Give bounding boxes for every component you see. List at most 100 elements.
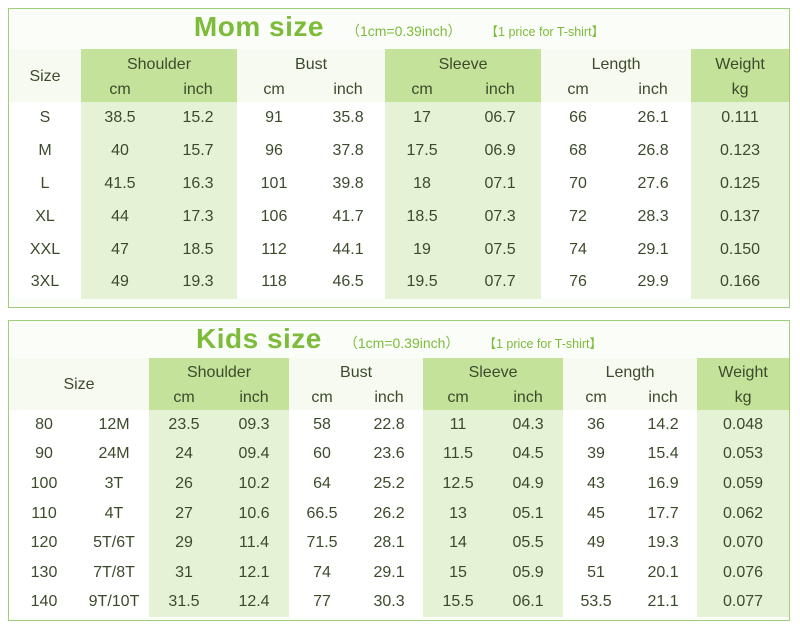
mom-size-table: Size Shoulder Bust Sleeve Length Weight cm inch… <box>9 49 790 299</box>
mom-unit-inch: inch <box>459 77 542 102</box>
kids-bust-header: Bust <box>289 358 424 386</box>
kids-value-cell: 36 <box>563 410 630 440</box>
kids-unit-inch: inch <box>219 386 290 410</box>
kids-value-cell: 30.3 <box>355 587 424 618</box>
mom-title: Mom size <box>193 11 324 42</box>
mom-value-cell: 66 <box>541 102 616 135</box>
mom-value-cell: 16.3 <box>159 167 238 201</box>
kids-price-note: 【1 price for T-shirt】 <box>483 337 602 351</box>
mom-size-cell: L <box>9 167 81 201</box>
mom-value-cell: 106 <box>237 200 312 234</box>
kids-value-cell: 20.1 <box>629 557 698 588</box>
kids-value-cell: 39 <box>563 439 630 470</box>
mom-unit-cm: cm <box>385 77 460 102</box>
mom-value-cell: 18.5 <box>385 200 460 234</box>
kids-size-cell: 9T/10T <box>79 587 149 618</box>
kids-value-cell: 28.1 <box>355 528 424 558</box>
mom-value-cell: 28.3 <box>615 200 692 234</box>
mom-value-cell: 46.5 <box>311 265 386 299</box>
kids-value-cell: 15 <box>423 557 494 588</box>
mom-value-cell: 07.5 <box>459 233 542 266</box>
kids-value-cell: 21.1 <box>629 587 698 618</box>
mom-value-cell: 18 <box>385 167 460 201</box>
mom-unit-kg: kg <box>691 77 790 102</box>
kids-value-cell: 29 <box>149 528 219 558</box>
mom-value-cell: 17 <box>385 102 460 135</box>
mom-sleeve-header: Sleeve <box>385 49 542 77</box>
mom-unit-inch: inch <box>615 77 692 102</box>
mom-value-cell: 49 <box>81 265 159 299</box>
mom-unit-inch: inch <box>159 77 238 102</box>
kids-size-cell: 140 <box>9 587 79 618</box>
mom-value-cell: 76 <box>541 265 616 299</box>
kids-value-cell: 14.2 <box>629 410 698 440</box>
kids-size-header: Size <box>9 358 149 410</box>
table-row: 130 7T/8T 31 12.1 74 29.1 15 05.9 51 20.1 0.076 <box>9 557 790 588</box>
mom-value-cell: 91 <box>237 102 312 135</box>
kids-value-cell: 04.9 <box>493 469 564 499</box>
mom-weight-header: Weight <box>691 49 790 77</box>
kids-length-header: Length <box>563 358 698 386</box>
kids-value-cell: 05.1 <box>493 498 564 529</box>
mom-value-cell: 06.9 <box>459 134 542 168</box>
mom-size-cell: XL <box>9 200 81 234</box>
kids-value-cell: 25.2 <box>355 469 424 499</box>
kids-value-cell: 10.6 <box>219 498 290 529</box>
mom-value-cell: 18.5 <box>159 233 238 266</box>
kids-size-cell: 5T/6T <box>79 528 149 558</box>
mom-value-cell: 37.8 <box>311 134 386 168</box>
mom-value-cell: 15.2 <box>159 102 238 135</box>
kids-size-cell: 4T <box>79 498 149 529</box>
kids-size-cell: 120 <box>9 528 79 558</box>
mom-value-cell: 0.123 <box>691 134 790 168</box>
kids-unit-inch: inch <box>355 386 424 410</box>
mom-unit-cm: cm <box>81 77 159 102</box>
kids-value-cell: 0.053 <box>697 439 790 470</box>
mom-value-cell: 27.6 <box>615 167 692 201</box>
mom-length-header: Length <box>541 49 692 77</box>
table-row: 3XL 49 19.3 118 46.5 19.5 07.7 76 29.9 0.166 <box>9 265 790 299</box>
kids-size-cell: 130 <box>9 557 79 588</box>
kids-conversion-note: （1cm=0.39inch） <box>343 335 460 351</box>
kids-value-cell: 0.076 <box>697 557 790 588</box>
mom-header-row: Size Shoulder Bust Sleeve Length Weight <box>9 49 790 102</box>
mom-value-cell: 15.7 <box>159 134 238 168</box>
kids-value-cell: 06.1 <box>493 587 564 618</box>
kids-size-panel: Kids size （1cm=0.39inch） 【1 price for T-… <box>8 320 790 621</box>
mom-value-cell: 40 <box>81 134 159 168</box>
kids-value-cell: 58 <box>289 410 356 440</box>
mom-size-panel: Mom size （1cm=0.39inch） 【1 price for T-s… <box>8 8 790 308</box>
kids-value-cell: 43 <box>563 469 630 499</box>
mom-value-cell: 26.1 <box>615 102 692 135</box>
kids-unit-row: cm inch cm inch cm inch cm inch kg <box>9 386 790 410</box>
kids-unit-cm: cm <box>289 386 356 410</box>
mom-value-cell: 07.7 <box>459 265 542 299</box>
kids-title-row: Kids size （1cm=0.39inch） 【1 price for T-… <box>9 321 789 358</box>
kids-size-cell: 80 <box>9 410 79 440</box>
kids-value-cell: 74 <box>289 557 356 588</box>
kids-value-cell: 26 <box>149 469 219 499</box>
kids-value-cell: 12.5 <box>423 469 494 499</box>
mom-value-cell: 19.5 <box>385 265 460 299</box>
kids-value-cell: 31 <box>149 557 219 588</box>
kids-value-cell: 23.5 <box>149 410 219 440</box>
mom-unit-cm: cm <box>237 77 312 102</box>
kids-value-cell: 14 <box>423 528 494 558</box>
mom-unit-row: cm inch cm inch cm inch cm inch kg <box>9 77 790 102</box>
mom-value-cell: 29.1 <box>615 233 692 266</box>
mom-value-cell: 0.125 <box>691 167 790 201</box>
mom-value-cell: 19.3 <box>159 265 238 299</box>
mom-bust-header: Bust <box>237 49 386 77</box>
mom-value-cell: 70 <box>541 167 616 201</box>
kids-value-cell: 0.070 <box>697 528 790 558</box>
kids-value-cell: 11.5 <box>423 439 494 470</box>
kids-value-cell: 16.9 <box>629 469 698 499</box>
kids-value-cell: 09.4 <box>219 439 290 470</box>
kids-weight-header: Weight <box>697 358 790 386</box>
mom-value-cell: 0.150 <box>691 233 790 266</box>
kids-unit-inch: inch <box>493 386 564 410</box>
kids-value-cell: 0.059 <box>697 469 790 499</box>
table-row: 110 4T 27 10.6 66.5 26.2 13 05.1 45 17.7 0.062 <box>9 498 790 529</box>
table-row: 100 3T 26 10.2 64 25.2 12.5 04.9 43 16.9 0.059 <box>9 469 790 499</box>
mom-value-cell: 17.5 <box>385 134 460 168</box>
